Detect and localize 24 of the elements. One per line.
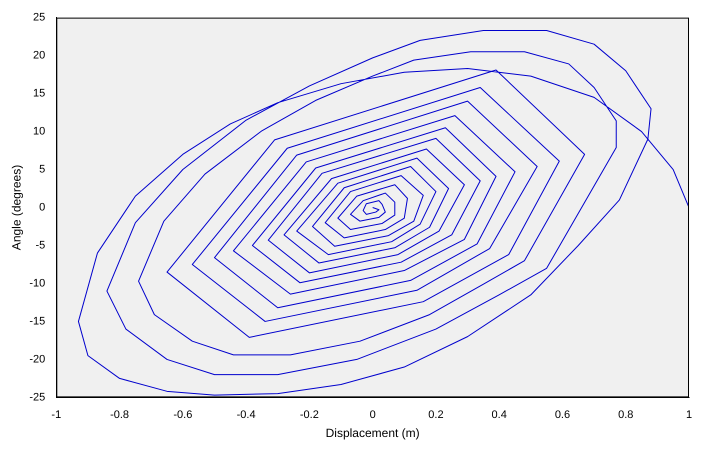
y-tick-label: 10 [33, 126, 46, 138]
y-tick-label: 20 [33, 50, 46, 62]
x-tick-label: 1 [686, 409, 692, 422]
x-tick-label: -0.2 [300, 409, 319, 422]
x-tick-label: 0.4 [492, 409, 507, 422]
y-tick-label: -5 [36, 240, 46, 252]
y-axis-title: Angle (degrees) [10, 164, 24, 250]
x-tick-label: 0.2 [428, 409, 444, 422]
y-tick-label: -10 [29, 277, 46, 290]
x-axis-title: Displacement (m) [326, 426, 420, 440]
y-tick-label: 0 [39, 202, 46, 214]
x-tick-label: -0.8 [110, 409, 130, 422]
y-tick-label: 15 [33, 88, 46, 100]
y-tick-label: -15 [29, 315, 46, 328]
x-tick-label: -0.6 [173, 409, 192, 422]
x-tick-label: 0.6 [554, 409, 570, 422]
y-tick-label: -20 [29, 353, 46, 366]
x-tick-label: 0 [370, 409, 376, 422]
x-tick-label: -1 [51, 409, 62, 422]
y-tick-label: -25 [29, 391, 46, 404]
y-tick-label: 25 [33, 12, 46, 24]
x-tick-label: -0.4 [236, 409, 256, 422]
y-tick-label: 5 [39, 164, 46, 176]
x-tick-label: 0.8 [618, 409, 634, 422]
